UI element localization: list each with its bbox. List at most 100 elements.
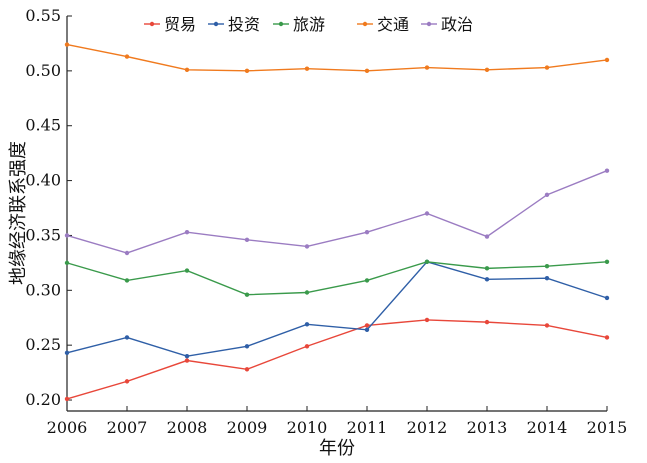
series-3	[64, 259, 610, 297]
data-point	[424, 259, 430, 264]
x-tick-label: 2012	[407, 418, 448, 437]
data-point	[304, 244, 310, 249]
data-point	[124, 379, 130, 384]
data-point	[124, 250, 130, 256]
series-2	[64, 259, 610, 359]
legend-label: 旅游	[293, 15, 325, 34]
legend-marker	[362, 21, 368, 27]
data-point	[364, 229, 370, 235]
data-point	[484, 277, 490, 282]
y-tick-label: 0.40	[25, 171, 61, 190]
legend-item: 贸易	[144, 15, 196, 34]
data-point	[364, 68, 370, 74]
legend-item: 投资	[208, 15, 260, 34]
x-tick-label: 2007	[107, 418, 148, 437]
data-point	[64, 42, 70, 47]
y-axis-title: 地缘经济联系强度	[8, 141, 29, 285]
data-point	[124, 278, 130, 283]
data-point	[544, 263, 550, 269]
y-ticks: 0.20 0.25 0.30 0.35 0.40 0.45 0.50 0.55	[25, 6, 72, 409]
legend-label: 交通	[377, 15, 409, 34]
data-point	[544, 276, 550, 281]
data-point	[304, 290, 310, 295]
legend-item: 旅游	[273, 15, 325, 34]
series-line	[66, 260, 608, 357]
data-point	[184, 353, 190, 359]
x-axis-title: 年份	[319, 438, 355, 459]
legend-item: 交通	[357, 15, 409, 34]
data-point	[484, 266, 490, 271]
data-point	[244, 68, 250, 74]
y-tick-label: 0.30	[25, 280, 61, 299]
data-point	[484, 234, 490, 239]
legend-marker	[149, 21, 155, 27]
series-line	[66, 261, 608, 296]
data-point	[424, 65, 430, 70]
series-line	[66, 43, 608, 72]
x-tick-label: 2015	[587, 418, 628, 437]
series-4	[64, 42, 610, 74]
data-point	[424, 211, 430, 216]
data-point	[484, 67, 490, 72]
data-point	[544, 323, 550, 328]
legend-marker	[426, 21, 432, 27]
legend-label: 政治	[441, 15, 473, 34]
legend-marker	[213, 21, 219, 27]
y-tick-label: 0.50	[25, 61, 61, 80]
series-1	[64, 317, 610, 402]
y-tick-label: 0.25	[25, 335, 61, 354]
series-lines	[64, 42, 610, 402]
data-point	[364, 327, 370, 333]
y-tick-label: 0.55	[25, 6, 61, 25]
data-point	[64, 396, 70, 402]
data-point	[184, 358, 190, 363]
data-point	[64, 260, 70, 266]
data-point	[604, 259, 610, 264]
data-point	[364, 323, 370, 328]
axes	[66, 16, 607, 412]
data-point	[124, 54, 130, 59]
x-tick-label: 2006	[47, 418, 88, 437]
data-point	[304, 66, 310, 71]
legend-label: 投资	[228, 15, 260, 34]
data-point	[544, 192, 550, 198]
data-point	[604, 295, 610, 301]
y-tick-label: 0.45	[25, 116, 61, 135]
legend-marker	[278, 21, 284, 27]
data-point	[124, 335, 130, 340]
legend-item: 政治	[421, 15, 473, 34]
data-point	[544, 65, 550, 70]
series-line	[66, 170, 608, 254]
data-point	[244, 292, 250, 297]
data-point	[604, 57, 610, 63]
data-point	[244, 344, 250, 349]
data-point	[64, 350, 70, 356]
data-point	[484, 319, 490, 325]
y-tick-label: 0.35	[25, 225, 61, 244]
series-line	[66, 319, 608, 400]
legend-label: 贸易	[164, 15, 196, 34]
y-tick-label: 0.20	[25, 390, 61, 409]
data-point	[604, 335, 610, 340]
data-point	[184, 229, 190, 235]
data-point	[304, 344, 310, 349]
data-point	[184, 67, 190, 72]
data-point	[184, 268, 190, 273]
data-point	[424, 317, 430, 323]
data-point	[604, 168, 610, 173]
x-tick-label: 2011	[347, 418, 388, 437]
x-ticks: 2006 2007 2008 2009 2010 2011 2012 2013 2014 2015	[47, 406, 628, 437]
series-5	[64, 168, 610, 256]
x-tick-label: 2010	[287, 418, 328, 437]
data-point	[364, 278, 370, 283]
x-tick-label: 2008	[167, 418, 208, 437]
x-tick-label: 2009	[227, 418, 268, 437]
data-point	[64, 233, 70, 238]
data-point	[244, 367, 250, 372]
x-tick-label: 2014	[527, 418, 568, 437]
x-tick-label: 2013	[467, 418, 508, 437]
data-point	[304, 322, 310, 327]
legend: 贸易 投资 旅游 交通 政治	[144, 15, 473, 34]
